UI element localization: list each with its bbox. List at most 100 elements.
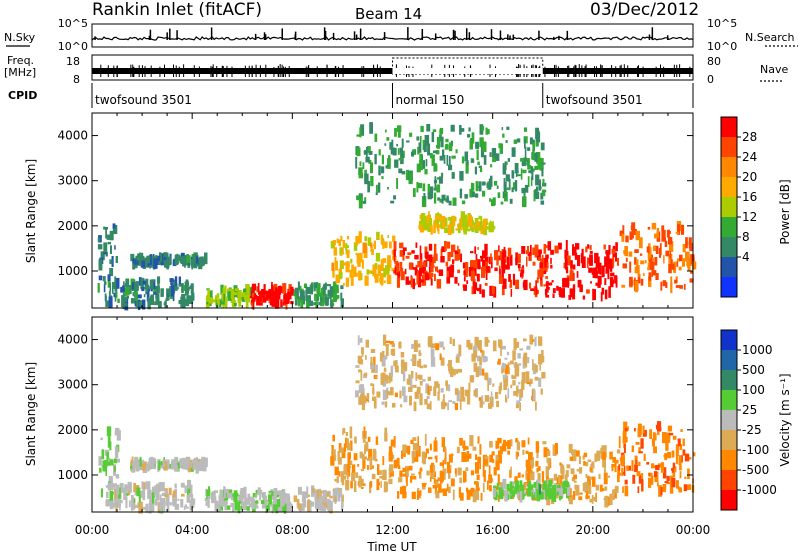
heatmap-cell <box>422 183 426 192</box>
heatmap-cell <box>532 261 536 266</box>
heatmap-cell <box>536 277 539 284</box>
heatmap-cell <box>451 172 455 179</box>
heatmap-cell <box>422 453 426 465</box>
heatmap-cell <box>443 217 448 227</box>
heatmap-cell <box>332 488 336 492</box>
heatmap-cell <box>489 285 494 296</box>
freq-tick-bottom: 8 <box>73 73 80 86</box>
heatmap-cell <box>648 472 653 477</box>
heatmap-cell <box>424 433 427 446</box>
heatmap-cell <box>136 487 141 497</box>
heatmap-cell <box>431 154 435 166</box>
heatmap-cell <box>540 280 543 287</box>
heatmap-cell <box>612 256 615 267</box>
heatmap-cell <box>489 222 492 231</box>
heatmap-cell <box>689 242 693 252</box>
heatmap-cell <box>190 258 195 268</box>
heatmap-cell <box>536 253 541 261</box>
heatmap-cell <box>421 265 426 274</box>
heatmap-cell <box>414 255 419 260</box>
heatmap-cell <box>556 485 561 488</box>
heatmap-cell <box>440 226 445 230</box>
heatmap-cell <box>424 169 428 175</box>
heatmap-cell <box>530 176 533 187</box>
heatmap-cell <box>337 451 340 461</box>
heatmap-cell <box>477 247 479 250</box>
heatmap-cell <box>415 264 418 268</box>
heatmap-cell <box>336 238 339 244</box>
heatmap-cell <box>495 486 499 491</box>
heatmap-cell <box>589 476 594 480</box>
heatmap-cell <box>287 291 292 300</box>
heatmap-cell <box>447 402 449 411</box>
heatmap-cell <box>648 272 652 281</box>
heatmap-cell <box>494 153 497 159</box>
heatmap-cell <box>601 265 605 278</box>
heatmap-cell <box>396 144 398 147</box>
heatmap-cell <box>541 349 544 358</box>
heatmap-cell <box>489 441 493 448</box>
heatmap-cell <box>493 467 497 476</box>
heatmap-cell <box>358 197 363 209</box>
heatmap-cell <box>430 225 433 235</box>
heatmap-cell <box>469 139 473 150</box>
noise-tick-bottom-right: 10^0 <box>707 40 737 53</box>
heatmap-cell <box>579 284 583 293</box>
heatmap-cell <box>472 278 476 288</box>
heatmap-cell <box>459 492 464 501</box>
heatmap-cell <box>577 279 582 288</box>
heatmap-cell <box>180 296 184 308</box>
heatmap-cell <box>422 379 426 382</box>
heatmap-cell <box>606 252 610 265</box>
heatmap-cell <box>653 446 657 454</box>
heatmap-cell <box>492 487 496 498</box>
heatmap-cell <box>524 127 528 132</box>
heatmap-cell <box>545 294 550 298</box>
heatmap-cell <box>665 282 668 288</box>
heatmap-cell <box>430 462 435 466</box>
heatmap-cell <box>121 295 124 308</box>
heatmap-cell <box>318 490 322 500</box>
heatmap-cell <box>479 444 482 455</box>
heatmap-cell <box>433 243 437 256</box>
heatmap-cell <box>174 498 177 505</box>
heatmap-cell <box>164 490 168 495</box>
heatmap-cell <box>501 443 507 452</box>
heatmap-cell <box>603 498 607 501</box>
colorbar-swatch <box>721 370 737 391</box>
heatmap-cell <box>642 273 645 276</box>
heatmap-cell <box>567 487 570 492</box>
heatmap-cell <box>306 494 310 497</box>
heatmap-cell <box>104 293 107 297</box>
heatmap-cell <box>546 281 549 293</box>
heatmap-cell <box>589 466 592 472</box>
heatmap-cell <box>545 254 549 259</box>
heatmap-cell <box>107 274 111 281</box>
heatmap-cell <box>217 299 220 304</box>
heatmap-cell <box>652 270 657 276</box>
heatmap-cell <box>464 151 469 162</box>
heatmap-cell <box>398 157 403 161</box>
heatmap-cell <box>585 474 588 478</box>
heatmap-cell <box>431 343 436 348</box>
heatmap-cell <box>131 502 135 510</box>
heatmap-cell <box>150 294 154 305</box>
heatmap-cell <box>173 500 176 504</box>
heatmap-cell <box>488 465 491 476</box>
heatmap-cell <box>510 289 513 297</box>
colorbar-swatch <box>721 430 737 451</box>
heatmap-cell <box>348 442 352 451</box>
heatmap-cell <box>494 491 498 501</box>
heatmap-cell <box>489 454 493 463</box>
heatmap-cell <box>434 437 437 443</box>
heatmap-cell <box>276 490 280 498</box>
heatmap-cell <box>315 504 318 507</box>
heatmap-cell <box>543 284 546 287</box>
heatmap-cell <box>638 451 643 454</box>
heatmap-cell <box>629 276 633 287</box>
heatmap-cell <box>369 481 373 488</box>
heatmap-cell <box>98 275 103 281</box>
heatmap-cell <box>523 187 526 199</box>
heatmap-cell <box>125 493 129 496</box>
